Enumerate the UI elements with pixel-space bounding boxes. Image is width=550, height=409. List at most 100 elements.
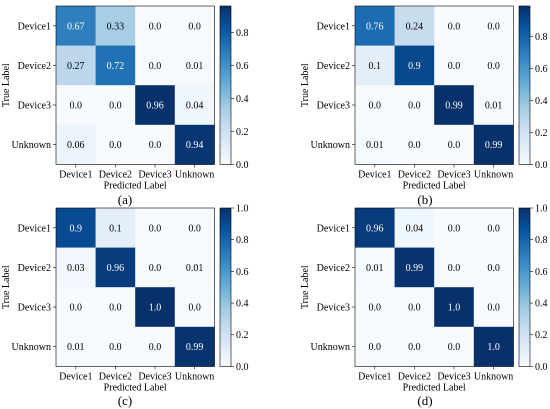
colorbar-slice xyxy=(519,354,530,357)
colorbar-slice xyxy=(519,43,530,46)
heatmap-cell xyxy=(135,85,176,126)
x-tick-label: Unknown xyxy=(474,169,513,180)
colorbar-slice xyxy=(220,247,231,250)
colorbar-slice xyxy=(220,79,231,82)
colorbar-slice xyxy=(220,348,231,351)
colorbar-slice xyxy=(519,37,530,41)
colorbar-tick-label: 0.6 xyxy=(535,64,548,75)
y-tick-label: Unknown xyxy=(311,342,350,353)
x-axis-label: Predicted Label xyxy=(104,382,167,393)
colorbar-tick-label: 0.2 xyxy=(535,128,548,139)
heatmap-cell xyxy=(174,45,215,86)
heatmap-cell xyxy=(394,287,435,328)
x-tick-label: Device2 xyxy=(99,371,132,382)
heatmap-cell xyxy=(174,247,215,288)
colorbar-slice xyxy=(519,97,530,100)
x-tick-label: Device3 xyxy=(138,169,171,180)
y-tick-label: Device3 xyxy=(18,101,51,112)
colorbar-tick-label: 0.0 xyxy=(236,362,249,373)
colorbar-slice xyxy=(519,144,530,147)
x-tick-label: Device1 xyxy=(59,371,92,382)
heatmap-cell xyxy=(174,124,215,165)
colorbar-slice xyxy=(220,267,231,270)
heatmap-cell xyxy=(434,45,475,86)
cell-value-label: 0.0 xyxy=(448,263,461,274)
colorbar-slice xyxy=(220,227,231,231)
colorbar-slice xyxy=(519,130,530,134)
colorbar-slice xyxy=(519,291,530,294)
colorbar-slice xyxy=(220,101,231,104)
y-tick-label: Device3 xyxy=(18,303,51,314)
cell-value-label: 1.0 xyxy=(149,303,162,314)
colorbar-slice xyxy=(519,89,530,92)
cell-value-label: 0.0 xyxy=(149,61,162,72)
colorbar-slice xyxy=(220,120,231,124)
cell-value-label: 0.0 xyxy=(109,101,122,112)
colorbar-slice xyxy=(519,237,530,241)
colorbar-tick-label: 1.0 xyxy=(236,204,249,215)
colorbar-tick-label: 0.4 xyxy=(236,299,249,310)
cell-value-label: 0.0 xyxy=(408,303,421,314)
x-tick-label: Device2 xyxy=(398,169,431,180)
colorbar-slice xyxy=(220,314,231,318)
colorbar-slice xyxy=(220,213,231,217)
colorbar-slice xyxy=(519,352,530,355)
colorbar-slice xyxy=(519,45,530,48)
colorbar-slice xyxy=(519,344,530,347)
heatmap-cell xyxy=(394,124,435,165)
colorbar-slice xyxy=(220,285,231,288)
colorbar-slice xyxy=(220,11,231,15)
colorbar-slice xyxy=(220,263,231,266)
cell-value-label: 0.0 xyxy=(487,21,500,32)
colorbar-slice xyxy=(519,55,530,58)
colorbar-slice xyxy=(220,67,231,70)
colorbar-slice xyxy=(220,352,231,355)
colorbar-slice xyxy=(519,116,530,120)
colorbar-slice xyxy=(220,208,231,211)
panel-label: (c) xyxy=(118,393,132,408)
colorbar-slice xyxy=(519,340,530,344)
colorbar-slice xyxy=(220,344,231,347)
colorbar-slice xyxy=(220,138,231,142)
cell-value-label: 0.01 xyxy=(366,140,384,151)
colorbar-slice xyxy=(220,215,231,219)
cell-value-label: 0.04 xyxy=(186,101,204,112)
colorbar-slice xyxy=(220,91,231,94)
colorbar-slice xyxy=(519,293,530,296)
colorbar-slice xyxy=(220,271,231,274)
colorbar-slice xyxy=(220,342,231,346)
colorbar-slice xyxy=(519,105,530,108)
colorbar-slice xyxy=(220,112,231,116)
colorbar-slice xyxy=(519,158,530,161)
colorbar-slice xyxy=(220,364,231,367)
y-axis-label: True Label xyxy=(300,63,311,107)
colorbar-slice xyxy=(220,85,231,88)
cell-value-label: 0.0 xyxy=(149,263,162,274)
heatmap-cell xyxy=(95,124,136,165)
colorbar-slice xyxy=(519,162,530,165)
x-axis-label: Predicted Label xyxy=(104,180,167,191)
colorbar-tick-label: 0.0 xyxy=(535,362,548,373)
colorbar-slice xyxy=(519,249,530,252)
colorbar-slice xyxy=(519,208,530,211)
colorbar-slice xyxy=(220,275,231,278)
cell-value-label: 0.9 xyxy=(70,223,83,234)
colorbar-slice xyxy=(220,41,231,45)
colorbar-slice xyxy=(220,103,231,106)
cell-value-label: 0.01 xyxy=(67,342,85,353)
cell-value-label: 0.96 xyxy=(146,101,164,112)
cell-value-label: 0.96 xyxy=(366,223,384,234)
colorbar-slice xyxy=(519,93,530,96)
colorbar-slice xyxy=(220,87,231,90)
colorbar-slice xyxy=(519,140,530,144)
heatmap-cell xyxy=(95,247,136,288)
heatmap-cell xyxy=(135,287,176,328)
colorbar-slice xyxy=(220,231,231,235)
colorbar-slice xyxy=(220,310,231,314)
y-tick-label: Device3 xyxy=(317,303,350,314)
colorbar-slice xyxy=(220,316,231,320)
heatmap-cell xyxy=(174,6,215,46)
colorbar-slice xyxy=(220,37,231,41)
colorbar-slice xyxy=(220,340,231,344)
plot-frame xyxy=(354,207,514,367)
